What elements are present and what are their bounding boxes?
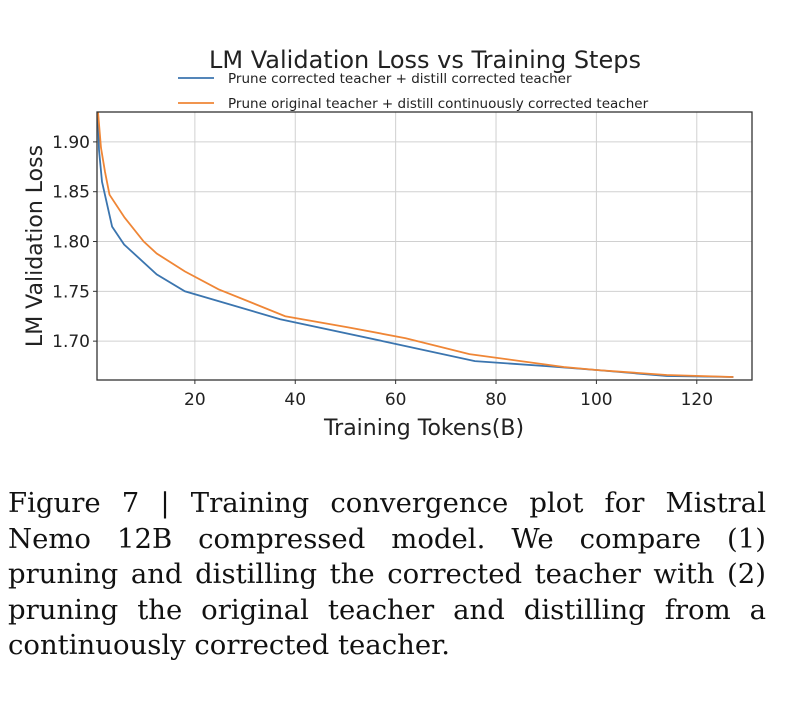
- series-line-2: [97, 112, 734, 378]
- plot-frame: [96, 111, 753, 381]
- x-tick-label: 40: [284, 390, 306, 410]
- x-tick-label: 100: [580, 390, 612, 410]
- figure-caption: Figure 7 | Training convergence plot for…: [8, 487, 766, 661]
- chart-title: LM Validation Loss vs Training Steps: [209, 46, 641, 74]
- ticks: 20 40 60 80 100 120 1.70 1.75 1.80 1.85 1.90: [52, 133, 713, 410]
- y-tick-label: 1.80: [52, 233, 90, 253]
- y-tick-label: 1.85: [52, 183, 90, 203]
- x-tick-label: 20: [184, 390, 206, 410]
- series-lines: [97, 112, 734, 378]
- x-tick-label: 60: [385, 390, 407, 410]
- legend-label-2: Prune original teacher + distill continu…: [228, 96, 649, 112]
- y-tick-label: 1.75: [52, 282, 90, 302]
- x-tick-label: 80: [485, 390, 507, 410]
- x-axis-label: Training Tokens(B): [323, 416, 524, 441]
- x-tick-label: 120: [681, 390, 713, 410]
- y-tick-label: 1.70: [52, 332, 90, 352]
- grid: [97, 112, 752, 380]
- series-line-1: [97, 112, 734, 378]
- legend: Prune corrected teacher + distill correc…: [178, 71, 649, 112]
- chart: 20 40 60 80 100 120 1.70 1.75 1.80 1.85 1.90 LM Va…: [23, 46, 753, 441]
- y-tick-label: 1.90: [52, 133, 90, 153]
- y-axis-label: LM Validation Loss: [23, 145, 48, 347]
- legend-label-1: Prune corrected teacher + distill correc…: [228, 71, 572, 87]
